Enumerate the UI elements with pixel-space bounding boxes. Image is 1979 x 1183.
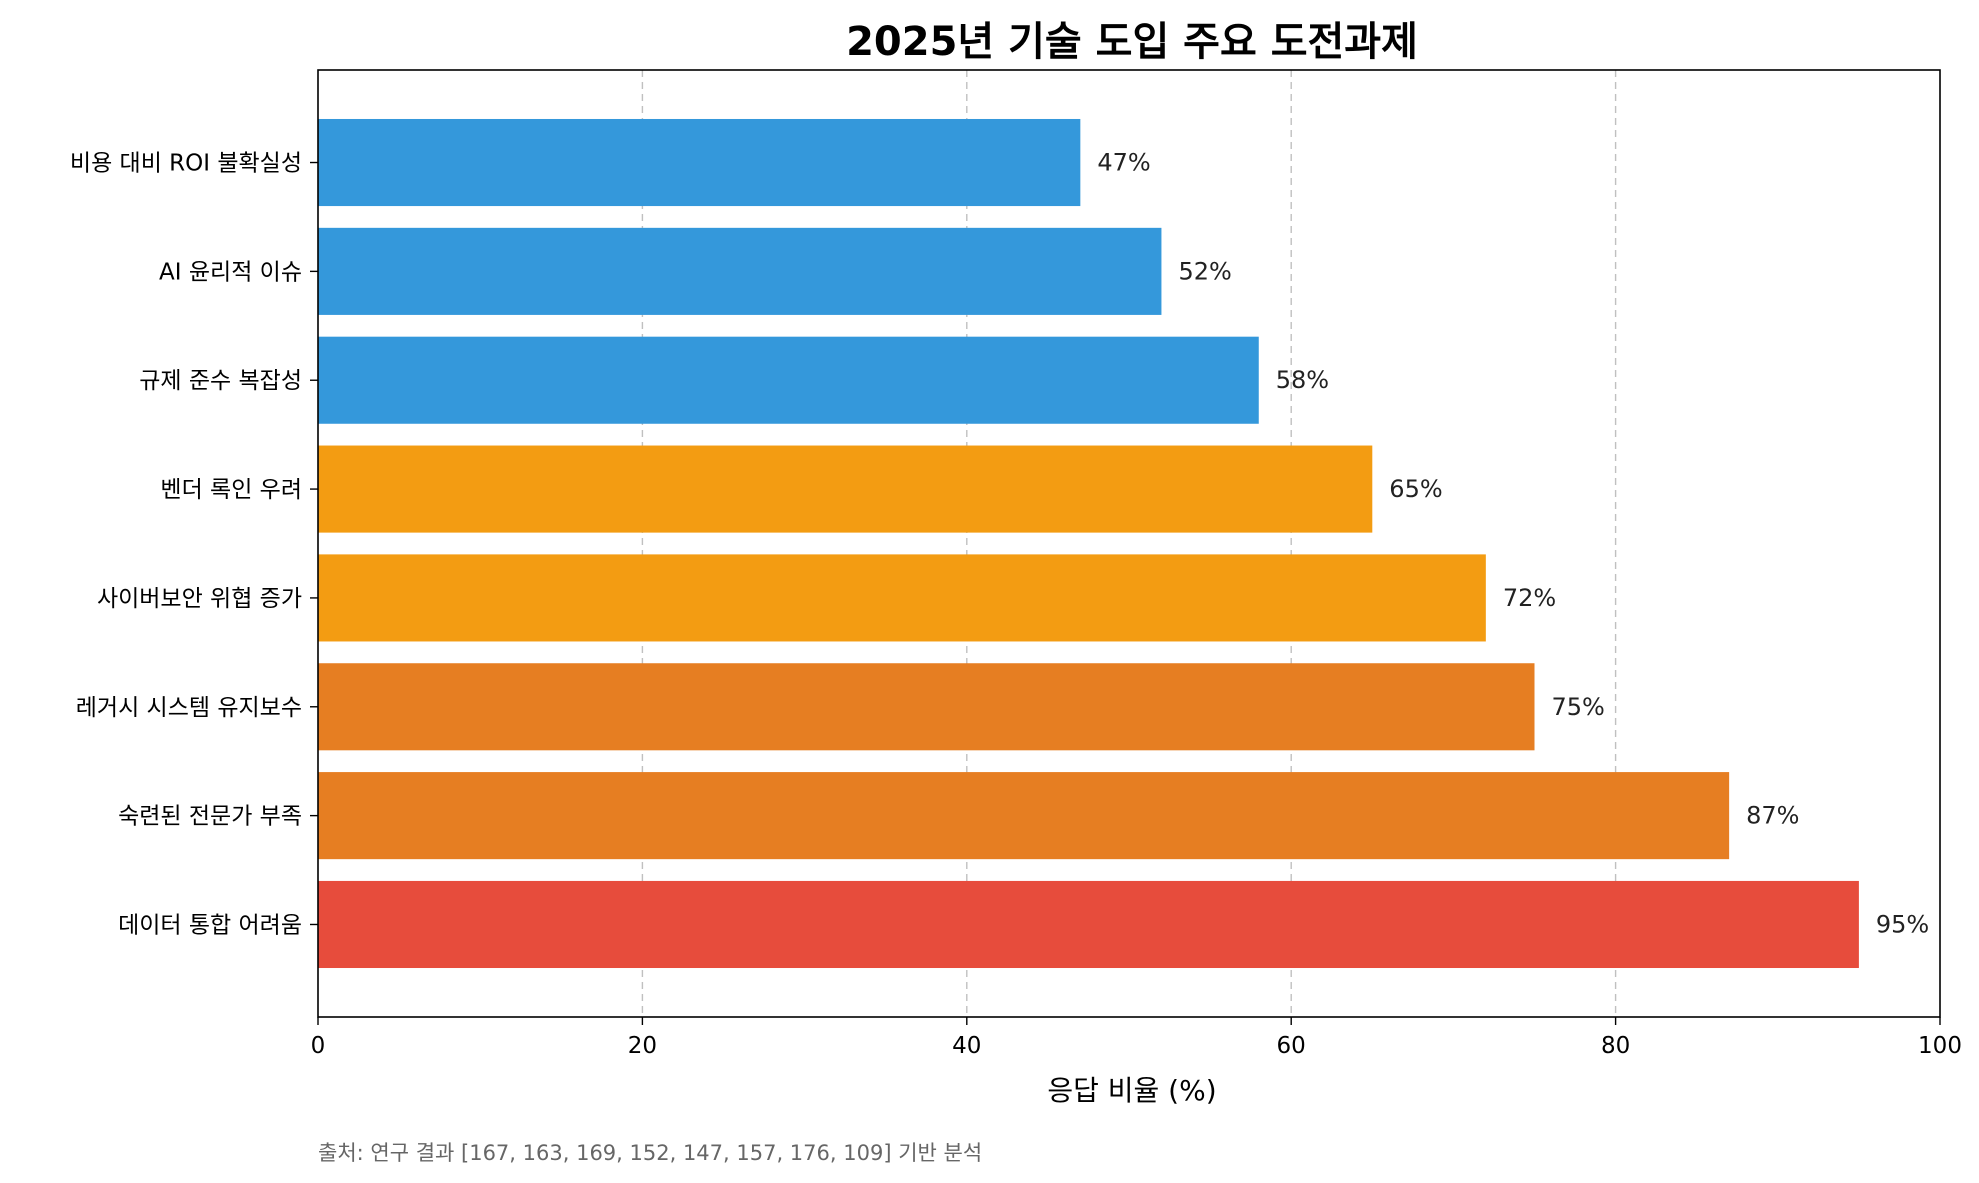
bar-7 (318, 772, 1730, 860)
value-label-3: 58% (1276, 366, 1329, 394)
bar-5 (318, 554, 1486, 642)
value-label-1: 47% (1097, 149, 1150, 177)
x-axis-label: 응답 비율 (%) (1047, 1074, 1216, 1107)
value-label-2: 52% (1178, 257, 1231, 285)
x-tick-label-20: 20 (628, 1033, 657, 1059)
bar-4 (318, 445, 1373, 533)
chart-title: 2025년 기술 도입 주요 도전과제 (846, 19, 1418, 65)
category-label-8: 데이터 통합 어려움 (118, 912, 302, 938)
value-label-5: 72% (1503, 584, 1556, 612)
x-axis-ticks: 0 20 40 60 80 100 (311, 1017, 1962, 1059)
bar-1 (318, 118, 1081, 207)
x-tick-label-100: 100 (1918, 1033, 1962, 1059)
category-label-4: 벤더 록인 우려 (160, 477, 302, 503)
category-label-3: 규제 준수 복잡성 (139, 368, 302, 394)
value-label-7: 87% (1746, 802, 1799, 830)
bar-3 (318, 336, 1259, 424)
bar-2 (318, 227, 1162, 315)
grid-lines (641, 70, 1617, 1017)
value-label-6: 75% (1552, 693, 1605, 721)
category-label-2: AI 윤리적 이슈 (159, 259, 302, 285)
bar-8 (318, 880, 1859, 969)
x-tick-label-80: 80 (1601, 1033, 1630, 1059)
source-note: 출처: 연구 결과 [167, 163, 169, 152, 147, 157,… (318, 1141, 982, 1165)
plot-frame (317, 69, 1941, 1018)
x-tick-label-60: 60 (1277, 1033, 1306, 1059)
value-labels: 47% 52% 58% 65% 72% 75% 87% 95% (1097, 149, 1929, 939)
value-label-4: 65% (1389, 475, 1442, 503)
bar-6 (318, 663, 1535, 751)
category-label-1: 비용 대비 ROI 불확실성 (70, 151, 302, 177)
category-label-7: 숙련된 전문가 부족 (118, 804, 302, 830)
category-label-6: 레거시 시스템 유지보수 (76, 695, 302, 721)
bars (318, 118, 1859, 969)
category-label-5: 사이버보안 위협 증가 (97, 586, 302, 612)
x-tick-label-0: 0 (311, 1033, 326, 1059)
x-tick-label-40: 40 (952, 1033, 981, 1059)
value-label-8: 95% (1876, 910, 1929, 938)
